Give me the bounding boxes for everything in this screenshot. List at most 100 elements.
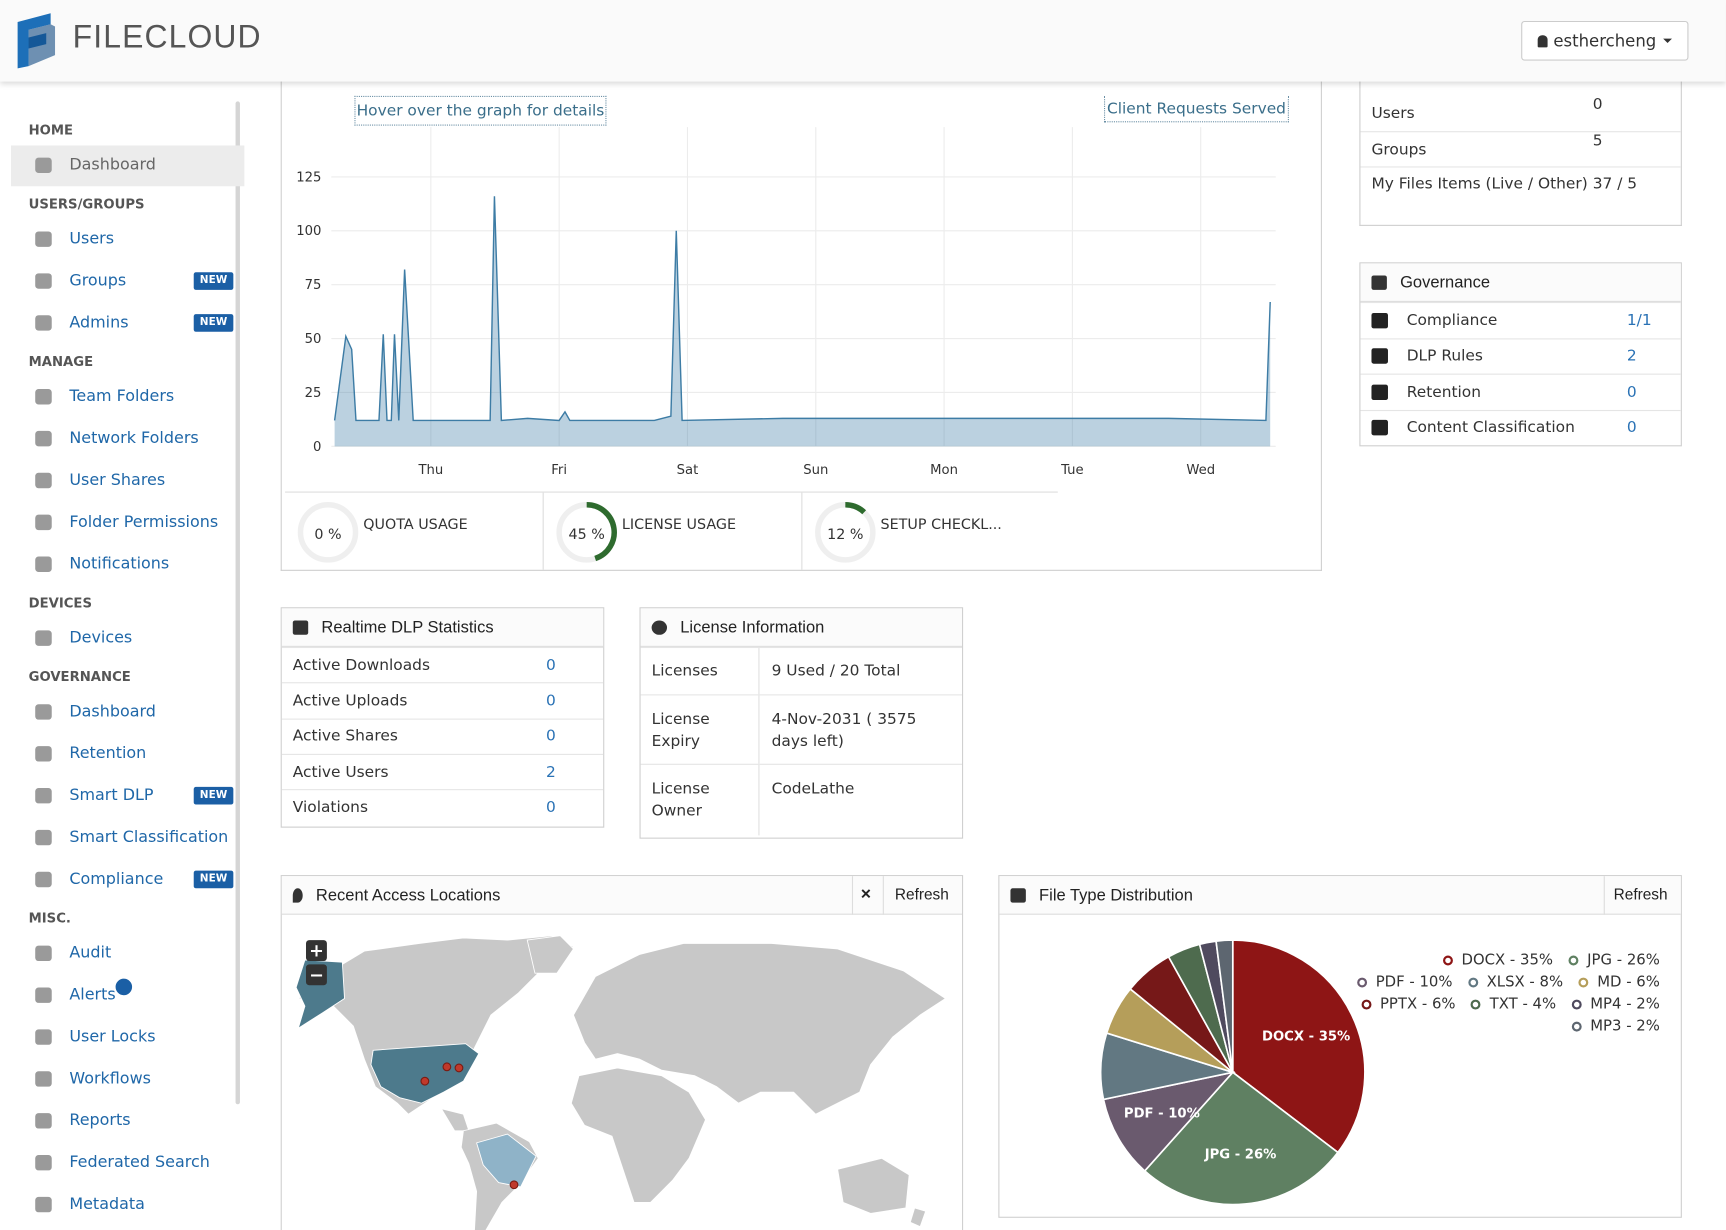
panel-header: File Type Distribution Refresh xyxy=(999,876,1681,915)
row-value: 9 Used / 20 Total xyxy=(771,662,901,680)
legend-swatch xyxy=(1571,1021,1582,1032)
nav-item[interactable]: Metadata xyxy=(69,1195,145,1214)
divider xyxy=(285,491,1058,493)
panel-title: Governance xyxy=(1400,272,1491,292)
icon xyxy=(292,887,303,903)
panel-title: Recent Access Locations xyxy=(315,885,501,905)
divider xyxy=(882,876,884,915)
divider xyxy=(801,492,803,570)
logo xyxy=(17,13,56,69)
nav-icon xyxy=(35,829,52,846)
icon xyxy=(651,619,668,635)
row-value[interactable]: 0 xyxy=(545,692,556,710)
x-tick-label: Thu xyxy=(417,463,443,478)
zoom-in[interactable]: + xyxy=(305,940,327,962)
table-row: Groups 5 xyxy=(1360,131,1681,166)
nav-icon xyxy=(35,1071,52,1087)
legend-label: MD - 6% xyxy=(1597,973,1660,991)
nav-icon xyxy=(35,1113,52,1129)
row-value[interactable]: 0 xyxy=(1626,419,1637,437)
nav-item[interactable]: Users xyxy=(69,230,115,248)
nav-item[interactable]: Devices xyxy=(69,629,133,647)
gauge-label: 45 % xyxy=(569,527,605,543)
legend-label: PPTX - 6% xyxy=(1379,995,1456,1013)
legend-swatch xyxy=(1442,954,1453,965)
nav-item[interactable]: Notifications xyxy=(69,555,170,574)
refresh-button[interactable]: Refresh xyxy=(1613,884,1668,903)
nav-item[interactable]: Dashboard xyxy=(69,156,156,175)
top-bar: FILECLOUD esthercheng xyxy=(0,0,1726,82)
nav-icon xyxy=(35,945,52,962)
license-panel: License Information Licenses 9 Used / 20 … xyxy=(639,607,964,839)
nav-item[interactable]: Folder Permissions xyxy=(69,513,219,532)
row-label: Active Users xyxy=(292,763,389,781)
nav-item[interactable]: Reports xyxy=(69,1112,131,1130)
row-value: 4-Nov-2031 ( 3575 days left) xyxy=(771,710,917,751)
nav-item[interactable]: Dashboard xyxy=(69,703,156,721)
nav-item[interactable]: Admins xyxy=(69,314,129,332)
legend-swatch xyxy=(1571,999,1582,1009)
row-value[interactable]: 0 xyxy=(545,727,556,746)
zoom-out[interactable]: − xyxy=(305,964,327,986)
x-tick-label: Sat xyxy=(677,463,699,478)
row-value[interactable]: 0 xyxy=(1626,383,1637,401)
pie-chart: DOCX - 35% JPG - 26% PDF - 10% xyxy=(1099,939,1366,1206)
row-label: License Expiry xyxy=(641,695,760,764)
nav-icon xyxy=(35,389,52,405)
nav-item[interactable]: User Locks xyxy=(69,1028,156,1046)
user-name: esthercheng xyxy=(1553,30,1657,51)
nav-item[interactable]: Workflows xyxy=(69,1070,151,1088)
x-tick-label: Tue xyxy=(1060,463,1084,478)
legend-label: JPG - 26% xyxy=(1587,951,1660,969)
nav-item[interactable]: Groups xyxy=(69,272,127,290)
nav-item[interactable]: Retention xyxy=(69,745,147,763)
legend-label: PDF - 10% xyxy=(1375,973,1453,991)
nav-item[interactable]: Smart Classification xyxy=(69,828,229,847)
nav-item[interactable]: Audit xyxy=(69,944,112,963)
row-icon xyxy=(1371,420,1388,436)
row-value[interactable]: 0 xyxy=(545,656,556,675)
nav-item[interactable]: Network Folders xyxy=(69,429,199,448)
row-value[interactable]: 0 xyxy=(545,798,556,817)
legend-item: MD - 6% xyxy=(1578,973,1660,991)
legend-item: JPG - 26% xyxy=(1568,951,1660,969)
row-label: Retention xyxy=(1406,383,1482,401)
legend-item: PPTX - 6% xyxy=(1361,995,1456,1013)
dlp-panel: Realtime DLP Statistics Active Downloads… xyxy=(280,607,605,828)
nav-item[interactable]: Compliance xyxy=(69,870,164,889)
panel-title: License Information xyxy=(680,617,825,637)
panel-title: File Type Distribution xyxy=(1039,885,1193,905)
panel-header: Governance xyxy=(1360,263,1681,302)
nav-item[interactable]: Smart DLP xyxy=(69,786,154,805)
pie-legend: DOCX - 35% JPG - 26% PDF - 10% XLSX - 8% MD … xyxy=(1341,951,1660,1035)
gauge-row: 0 % QUOTA USAGE 45 % LICENSE USAGE 12 % SETUP… xyxy=(282,492,1321,570)
table-row: License Expiry 4-Nov-2031 ( 3575 days lef… xyxy=(640,694,963,764)
gauge: 0 % xyxy=(297,502,359,563)
row-value: 0 xyxy=(1592,95,1603,114)
row-label: Active Downloads xyxy=(292,656,430,675)
scrollbar xyxy=(235,101,240,1105)
table-row: Users 0 xyxy=(1360,96,1680,131)
pie-slice xyxy=(1231,939,1366,1154)
nav-item[interactable]: Alerts xyxy=(69,986,116,1005)
nav-item[interactable]: Federated Search xyxy=(69,1153,210,1172)
legend-item: MP4 - 2% xyxy=(1571,995,1660,1013)
nav-item[interactable]: User Shares xyxy=(69,471,166,490)
row-label: Content Classification xyxy=(1406,419,1575,437)
legend-swatch xyxy=(1578,977,1589,987)
row-value[interactable]: 2 xyxy=(1626,347,1637,366)
row-value[interactable]: 2 xyxy=(545,763,556,781)
legend-item: DOCX - 35% xyxy=(1442,951,1553,969)
gauge-label: 0 % xyxy=(314,527,341,543)
row-value[interactable]: 1/1 xyxy=(1626,311,1652,330)
slice-label: PDF - 10% xyxy=(1124,1107,1200,1122)
table-row: Violations 0 xyxy=(281,789,604,825)
user-menu[interactable]: esthercheng xyxy=(1521,20,1689,61)
nav-icon xyxy=(35,630,52,646)
close-button[interactable]: × xyxy=(860,884,872,904)
sidebar: HOME Dashboard USERS/GROUPS Users Groups NEW A… xyxy=(0,82,253,1230)
row-label: My Files Items (Live / Other) xyxy=(1371,175,1588,193)
nav-item[interactable]: Team Folders xyxy=(69,387,175,406)
refresh-button[interactable]: Refresh xyxy=(894,884,949,903)
